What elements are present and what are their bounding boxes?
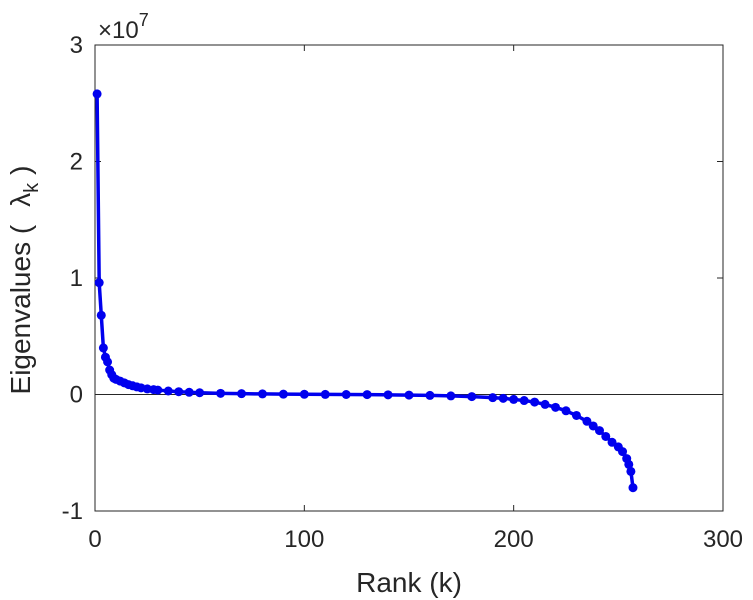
data-point bbox=[237, 389, 247, 399]
data-point bbox=[94, 278, 104, 288]
data-point bbox=[498, 393, 508, 403]
data-point bbox=[174, 387, 184, 397]
y-exponent-label: ×107 bbox=[98, 10, 149, 44]
data-point bbox=[195, 388, 205, 398]
data-point bbox=[98, 343, 108, 353]
data-point bbox=[184, 387, 194, 397]
y-axis-label-prefix: Eigenvalues ( bbox=[5, 224, 36, 394]
y-axis-label-subscript: k bbox=[21, 182, 43, 193]
y-axis-label-symbol: λ bbox=[5, 193, 36, 207]
data-point bbox=[341, 390, 351, 399]
data-point bbox=[530, 397, 540, 407]
y-tick-label: -1 bbox=[62, 498, 83, 525]
x-tick-label: 200 bbox=[494, 526, 534, 553]
plot-frame bbox=[94, 44, 724, 512]
data-point bbox=[96, 310, 106, 320]
x-tick-label: 0 bbox=[88, 526, 101, 553]
y-tick-label: 1 bbox=[70, 265, 83, 292]
data-point bbox=[551, 402, 561, 412]
data-point bbox=[404, 390, 414, 400]
data-point bbox=[594, 426, 604, 436]
y-axis-label-suffix: ) bbox=[5, 166, 36, 175]
series-layer bbox=[92, 89, 638, 493]
data-point bbox=[320, 389, 330, 399]
data-point bbox=[624, 459, 634, 469]
y-axis-label: Eigenvalues ( λk) bbox=[5, 166, 43, 395]
y-tick-label: 2 bbox=[70, 149, 83, 176]
data-point bbox=[383, 390, 393, 400]
data-point bbox=[467, 392, 477, 402]
data-point bbox=[571, 410, 581, 420]
data-point bbox=[446, 391, 456, 401]
y-tick-label: 3 bbox=[70, 32, 83, 59]
series-line bbox=[95, 93, 635, 488]
data-point bbox=[588, 421, 598, 431]
data-point bbox=[582, 416, 592, 426]
data-point bbox=[103, 357, 113, 367]
data-point bbox=[362, 390, 372, 400]
data-point bbox=[628, 483, 638, 493]
data-point bbox=[163, 386, 173, 396]
data-point bbox=[153, 385, 163, 395]
data-point bbox=[607, 437, 617, 447]
x-tick-label: 300 bbox=[703, 526, 743, 553]
data-point bbox=[488, 393, 498, 403]
data-point bbox=[626, 466, 636, 476]
y-exponent-base: ×10 bbox=[98, 17, 139, 44]
y-exponent-power: 7 bbox=[139, 10, 149, 30]
data-point bbox=[618, 447, 628, 457]
x-tick-label: 100 bbox=[284, 526, 324, 553]
data-point bbox=[92, 89, 102, 99]
data-point bbox=[540, 399, 550, 409]
x-axis-label: Rank (k) bbox=[356, 567, 462, 598]
data-point bbox=[519, 396, 529, 406]
data-point bbox=[216, 388, 226, 398]
x-axis-ticks: 0 100 200 300 bbox=[88, 45, 743, 553]
data-point bbox=[299, 389, 309, 399]
data-point bbox=[561, 406, 571, 416]
data-point bbox=[425, 390, 435, 400]
data-point bbox=[257, 389, 267, 399]
data-point bbox=[509, 394, 519, 404]
data-point bbox=[278, 389, 288, 399]
data-point bbox=[601, 431, 611, 441]
y-tick-label: 0 bbox=[70, 382, 83, 409]
